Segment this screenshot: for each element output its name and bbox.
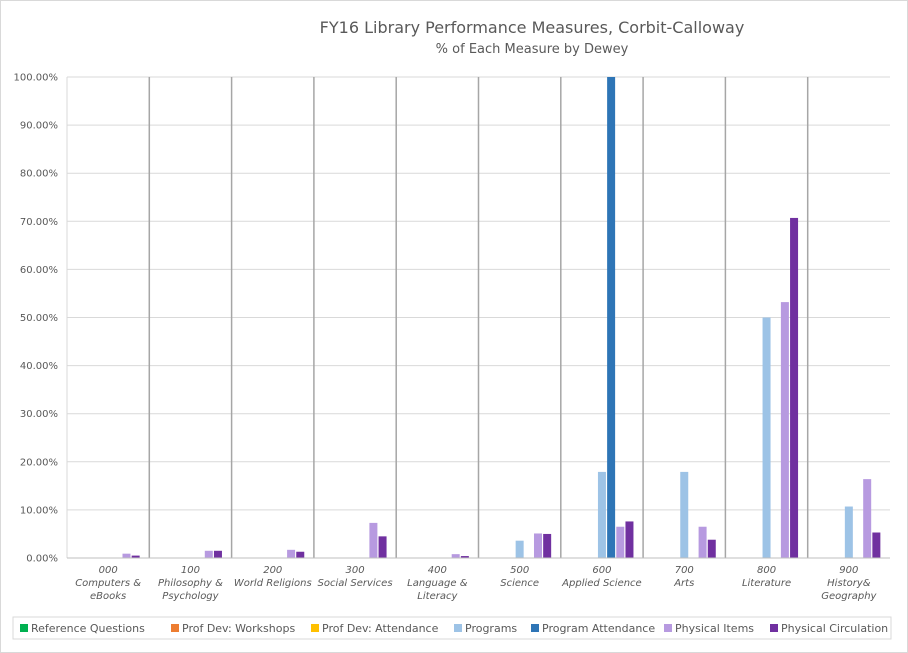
x-tick-label: 800 Literature: [742, 565, 791, 589]
bar: [762, 317, 771, 558]
bar: [844, 506, 853, 558]
bar: [780, 302, 789, 558]
legend-box: [12, 616, 892, 640]
y-tick-label: 60.00%: [20, 265, 58, 276]
legend-swatch: [770, 624, 778, 632]
bar: [616, 526, 625, 558]
bar: [378, 536, 387, 558]
legend-entry: Prof Dev: Workshops: [182, 622, 295, 635]
y-tick-label: 40.00%: [20, 361, 58, 372]
y-tick-label: 90.00%: [20, 121, 58, 132]
x-tick-label: 500 Science: [500, 565, 539, 589]
y-tick-label: 100.00%: [14, 73, 59, 84]
axis-layer: 0.00% 10.00% 20.00% 30.00% 40.00% 50.00% 60.00…: [14, 73, 890, 602]
x-tick-label: 200 World Religions: [234, 565, 312, 589]
x-tick-label: 400 Language & Literacy: [407, 565, 468, 602]
bar: [607, 77, 616, 558]
y-tick-label: 70.00%: [20, 217, 58, 228]
chart-title: FY16 Library Performance Measures, Corbi…: [320, 18, 745, 37]
bar: [369, 522, 378, 558]
bar: [625, 521, 634, 558]
x-tick-label: 100 Philosophy & Psychology: [158, 565, 223, 602]
x-tick-label: 300 Social Services: [318, 565, 393, 589]
bar: [790, 217, 799, 559]
bar: [707, 539, 716, 558]
bar: [204, 550, 213, 558]
bar: [533, 533, 542, 558]
legend-entry: Reference Questions: [31, 622, 145, 635]
y-tick-label: 30.00%: [20, 409, 58, 420]
bar: [698, 526, 707, 558]
bar: [863, 479, 872, 558]
legend-swatch: [20, 624, 28, 632]
grid-layer: [66, 76, 890, 558]
y-tick-label: 10.00%: [20, 505, 58, 516]
bar: [597, 471, 606, 558]
bar: [872, 532, 881, 558]
legend: Reference Questions Prof Dev: Workshops Pr…: [12, 616, 892, 640]
y-tick-label: 0.00%: [26, 554, 58, 565]
legend-swatch: [531, 624, 539, 632]
bar: [543, 533, 552, 558]
x-tick-label: 000 Computers & eBooks: [75, 565, 141, 602]
legend-entry: Programs: [465, 622, 517, 635]
x-tick-label: 600 Applied Science: [561, 565, 642, 589]
legend-swatch: [454, 624, 462, 632]
bar: [451, 554, 460, 558]
y-tick-label: 50.00%: [20, 313, 58, 324]
legend-swatch: [171, 624, 179, 632]
bar: [287, 549, 296, 558]
x-tick-label: 700 Arts: [673, 565, 694, 589]
legend-entry: Physical Circulation: [781, 622, 888, 635]
chart-subtitle: % of Each Measure by Dewey: [436, 42, 629, 57]
legend-entry: Prof Dev: Attendance: [322, 622, 439, 635]
legend-swatch: [311, 624, 319, 632]
legend-swatch: [664, 624, 672, 632]
legend-entry: Program Attendance: [542, 622, 655, 635]
bar: [296, 551, 305, 558]
x-tick-label: 900 History& Geography: [821, 565, 877, 602]
bar: [131, 555, 140, 558]
bar: [122, 553, 131, 558]
bar: [460, 556, 469, 558]
bar: [515, 540, 524, 558]
y-tick-label: 80.00%: [20, 169, 58, 180]
bar: [213, 550, 222, 558]
bar: [680, 471, 689, 558]
legend-entry: Physical Items: [675, 622, 754, 635]
y-tick-label: 20.00%: [20, 457, 58, 468]
bars-layer: [122, 77, 881, 559]
